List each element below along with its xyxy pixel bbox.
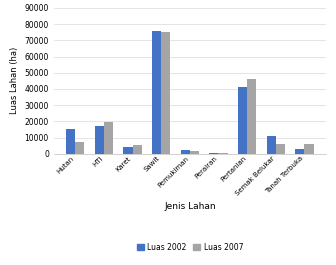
Bar: [190, 151, 199, 154]
Bar: [276, 144, 285, 154]
Y-axis label: Luas Lahan (ha): Luas Lahan (ha): [10, 47, 19, 114]
Bar: [104, 122, 113, 154]
Bar: [133, 145, 142, 154]
Bar: [304, 144, 313, 154]
Bar: [266, 136, 276, 154]
Bar: [95, 126, 104, 154]
Bar: [181, 151, 190, 154]
Bar: [152, 31, 161, 154]
Bar: [209, 153, 218, 154]
Bar: [161, 32, 170, 154]
X-axis label: Jenis Lahan: Jenis Lahan: [164, 202, 216, 211]
Bar: [218, 153, 227, 154]
Bar: [247, 79, 256, 154]
Bar: [123, 147, 133, 154]
Legend: Luas 2002, Luas 2007: Luas 2002, Luas 2007: [134, 240, 246, 255]
Bar: [75, 142, 84, 154]
Bar: [295, 149, 304, 154]
Bar: [238, 87, 247, 154]
Bar: [66, 129, 75, 154]
